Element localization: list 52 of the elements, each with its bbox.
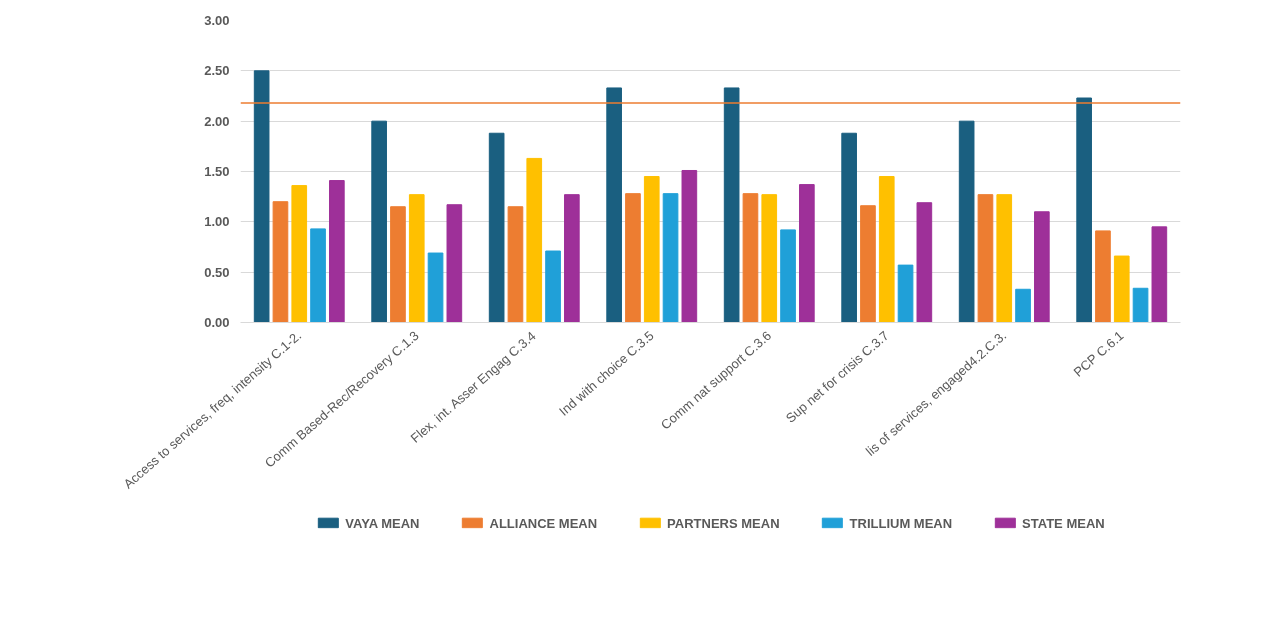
bar xyxy=(977,194,994,323)
bar xyxy=(526,157,543,323)
bar xyxy=(1113,255,1130,323)
bar xyxy=(1151,226,1168,323)
bar xyxy=(1076,97,1092,323)
bar xyxy=(625,193,641,323)
y-tick-label: 1.50 xyxy=(204,164,230,179)
bar xyxy=(371,120,387,323)
legend-label: ALLIANCE MEAN xyxy=(489,515,598,530)
bar xyxy=(799,184,815,323)
bar xyxy=(742,193,759,323)
legend-label: TRILLIUM MEAN xyxy=(849,515,953,530)
bar xyxy=(723,87,740,323)
bar xyxy=(662,193,679,323)
bar xyxy=(780,229,796,323)
bar xyxy=(545,250,561,323)
legend-label: PARTNERS MEAN xyxy=(667,515,780,530)
bar xyxy=(681,169,698,323)
bar xyxy=(408,194,425,323)
bar xyxy=(390,206,406,323)
bar xyxy=(1034,211,1050,323)
legend-label: STATE MEAN xyxy=(1022,515,1105,530)
bar xyxy=(878,176,895,323)
bar xyxy=(253,70,270,323)
bar xyxy=(841,132,857,323)
bar xyxy=(761,194,778,323)
bar xyxy=(329,180,345,323)
bar xyxy=(446,204,463,323)
bar xyxy=(996,194,1013,323)
bar xyxy=(488,132,505,323)
y-tick-label: 0.00 xyxy=(204,315,230,330)
bar xyxy=(958,120,975,323)
bar xyxy=(1095,230,1111,323)
bar xyxy=(310,228,326,323)
bar xyxy=(860,205,876,323)
y-tick-label: 3.00 xyxy=(204,13,230,28)
y-tick-label: 0.50 xyxy=(204,264,230,280)
bar xyxy=(643,176,660,323)
bar xyxy=(291,185,308,323)
bar xyxy=(916,202,933,323)
y-tick-label: 2.50 xyxy=(204,63,230,79)
bar xyxy=(564,194,580,323)
y-tick-label: 2.00 xyxy=(204,113,230,129)
y-tick-label: 1.00 xyxy=(204,214,230,230)
bar xyxy=(272,201,289,323)
bar xyxy=(507,206,524,323)
bar xyxy=(1132,287,1149,323)
bar xyxy=(897,264,914,323)
bar xyxy=(427,252,444,323)
legend-label: VAYA MEAN xyxy=(345,515,420,530)
bar xyxy=(606,87,622,323)
bar xyxy=(1015,288,1031,323)
